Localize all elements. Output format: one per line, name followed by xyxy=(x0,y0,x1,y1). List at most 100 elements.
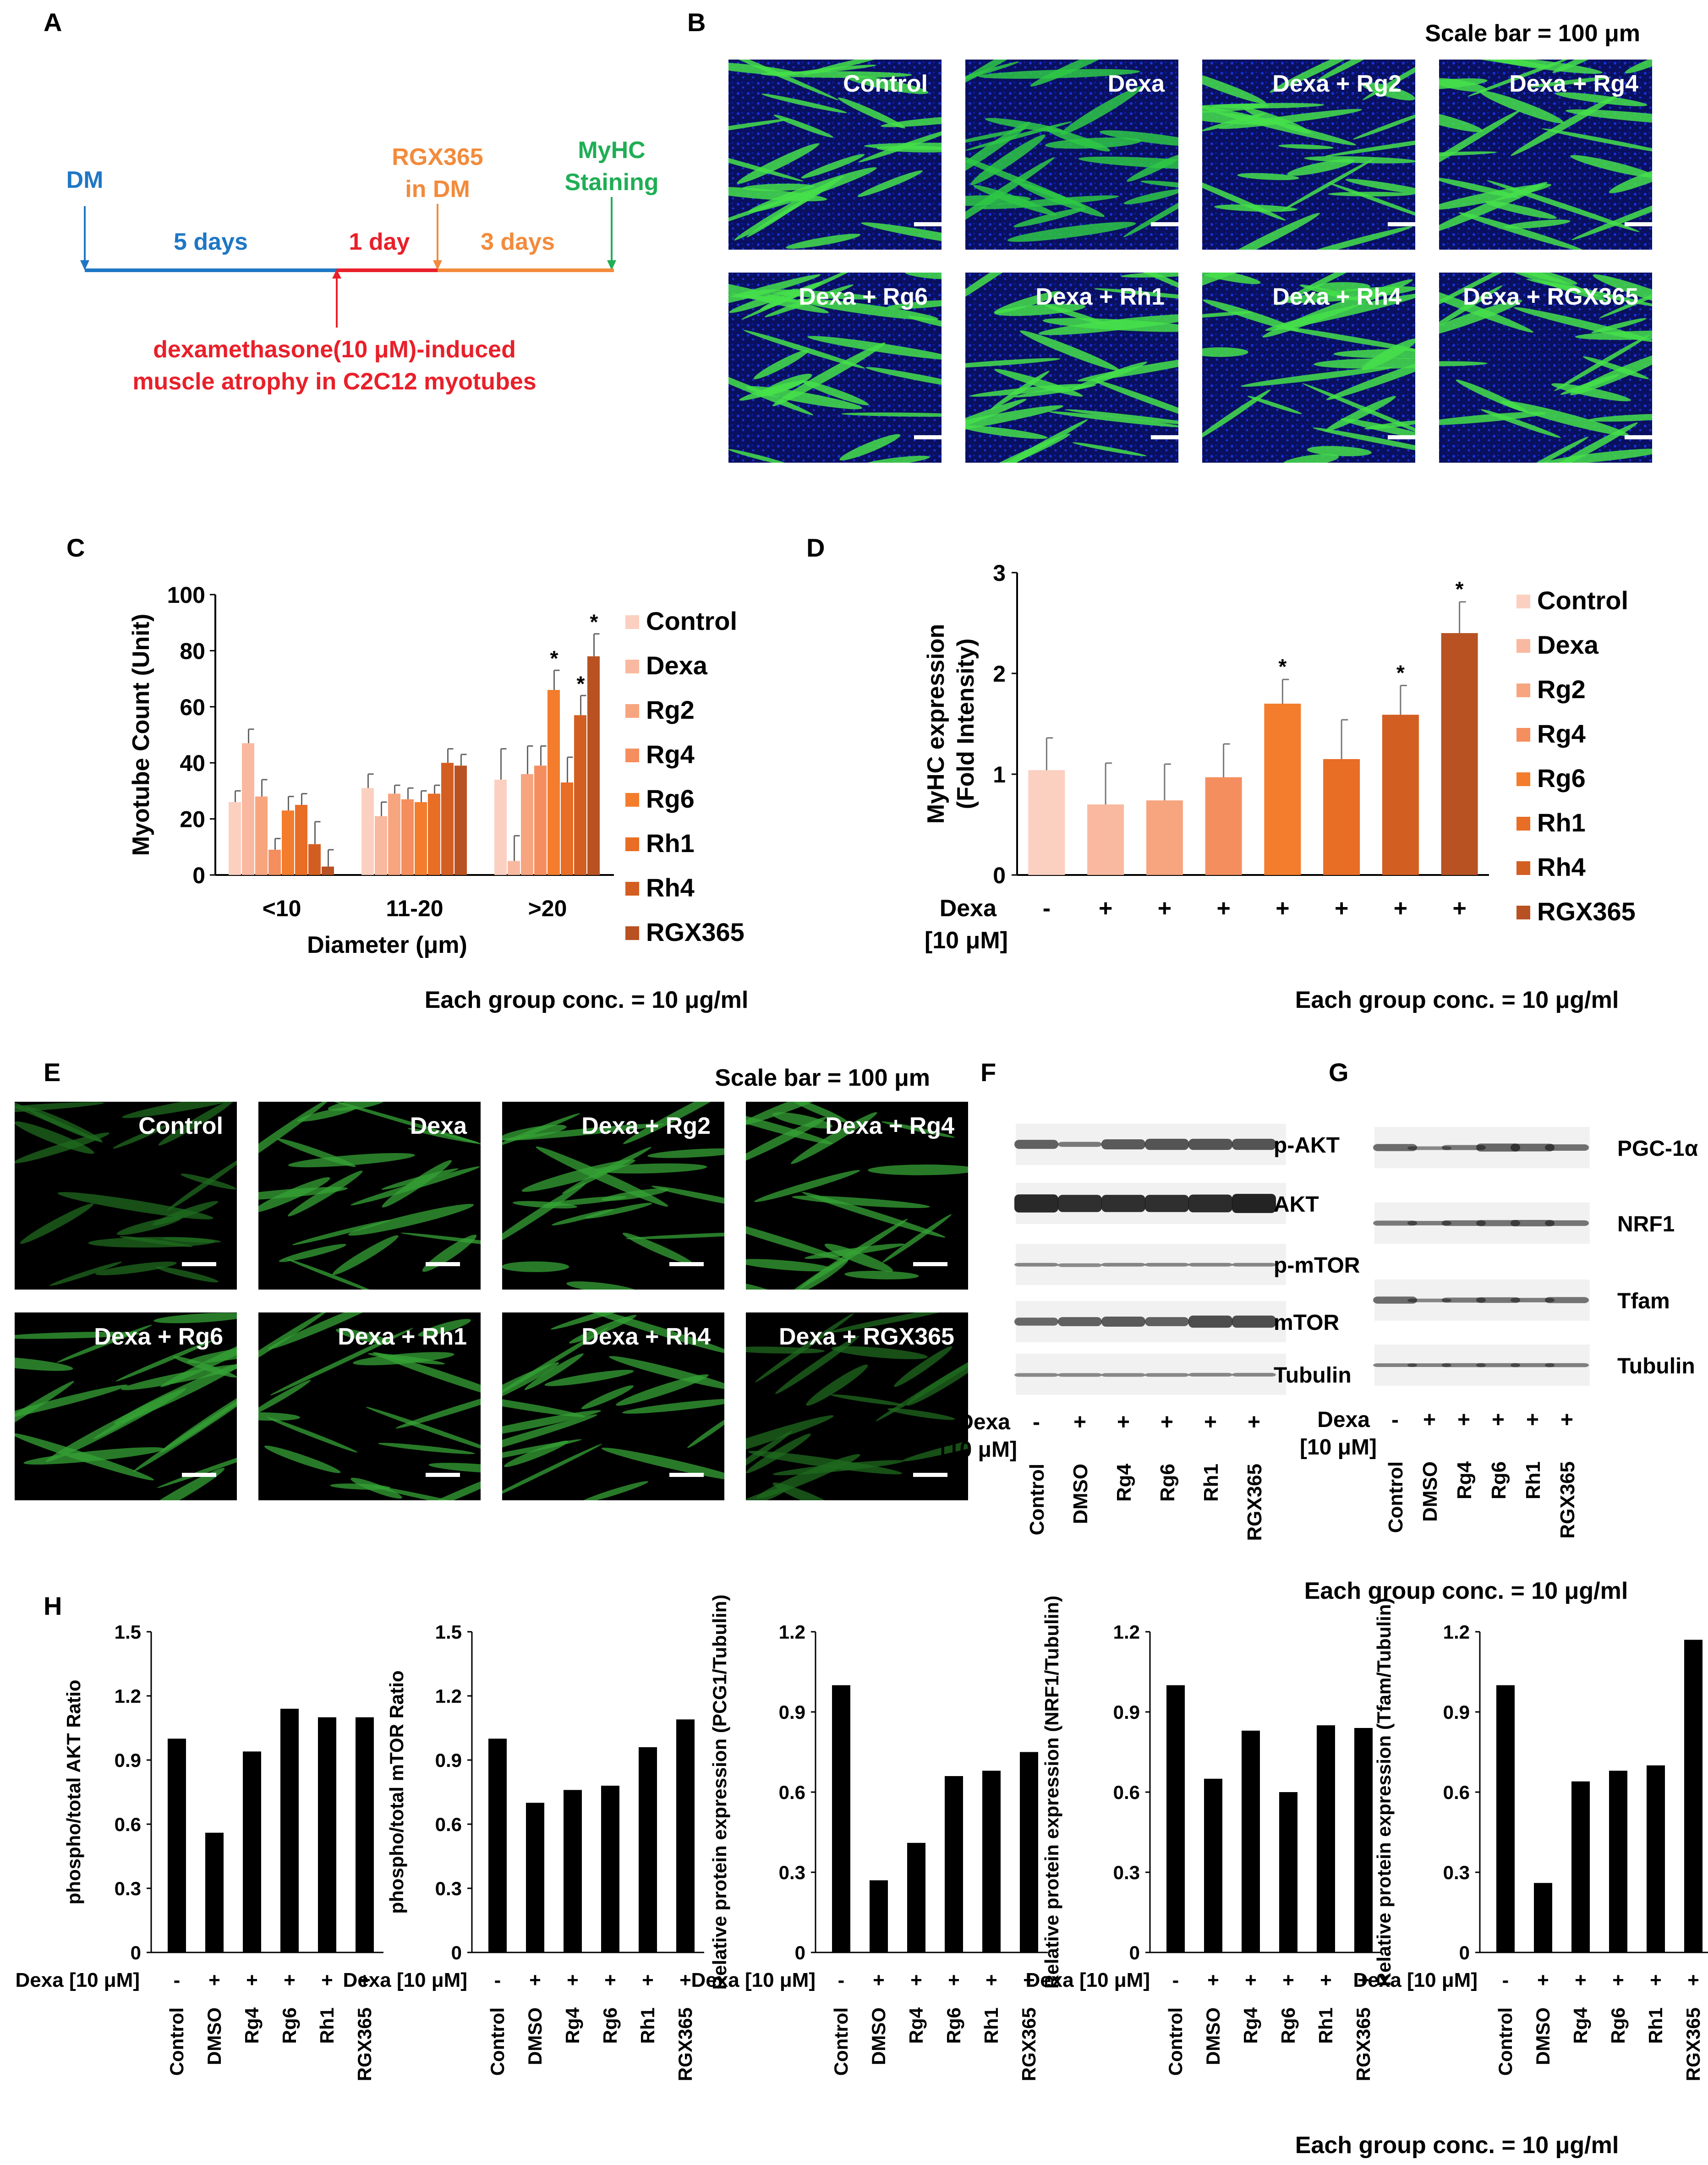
myotube xyxy=(95,1261,177,1275)
bar xyxy=(428,793,440,875)
myotube xyxy=(1202,389,1271,442)
dexa-label: Dexa xyxy=(940,895,997,922)
lane-label: Rg6 xyxy=(1156,1464,1179,1502)
y-tick-label: 0 xyxy=(1459,1942,1470,1963)
blot-band xyxy=(1101,1195,1145,1212)
myotube xyxy=(1439,300,1522,338)
myotube-fibers xyxy=(258,1312,481,1500)
myotube xyxy=(965,195,1031,206)
panel-letter-b: B xyxy=(687,8,706,37)
myotube xyxy=(328,1102,481,1145)
myotube xyxy=(790,1102,848,1123)
myotube xyxy=(1570,350,1652,395)
bar xyxy=(526,1803,544,1952)
panel-d-conc-note: Each group conc. = 10 μg/ml xyxy=(1295,987,1619,1013)
myotube-fibers xyxy=(1439,60,1652,250)
myotube xyxy=(1528,77,1610,87)
myotube xyxy=(1593,274,1652,311)
myotube xyxy=(1439,110,1521,182)
myotube xyxy=(651,1186,724,1210)
myotube xyxy=(990,371,1050,410)
y-tick-label: 0 xyxy=(1129,1942,1140,1963)
myotube xyxy=(1364,420,1415,430)
myotube xyxy=(1575,330,1652,340)
dexa-label: Dexa [10 μM] xyxy=(1026,1969,1150,1991)
myotube xyxy=(114,1363,237,1424)
blot-band xyxy=(1407,1146,1451,1150)
myotube xyxy=(760,373,812,396)
x-axis-title: Diameter (μm) xyxy=(307,932,467,958)
y-tick-label: 0 xyxy=(131,1942,141,1963)
myotube xyxy=(166,1155,237,1211)
micrograph-tile: Dexa + Rg2 xyxy=(1202,60,1422,250)
blot-band xyxy=(1442,1220,1486,1226)
myotube-fibers xyxy=(965,273,1178,463)
myotube xyxy=(994,291,1062,314)
myotube xyxy=(15,1332,141,1339)
myotube xyxy=(524,1353,584,1390)
blot-band xyxy=(1145,1195,1189,1212)
blot-band xyxy=(1145,1373,1189,1377)
myotube xyxy=(502,1182,586,1248)
myotube xyxy=(1096,273,1178,308)
myotube xyxy=(502,1393,586,1417)
blot-band-label: p-AKT xyxy=(1274,1133,1340,1158)
legend-swatch xyxy=(625,749,639,762)
lane-label: RGX365 xyxy=(1556,1461,1579,1539)
myotube xyxy=(1456,379,1529,413)
dexa-sign: + xyxy=(1023,1969,1035,1991)
myotube xyxy=(1100,130,1178,147)
myotube xyxy=(831,1394,904,1406)
bar xyxy=(415,802,427,875)
dexa-sign: - xyxy=(1172,1969,1179,1991)
myotube xyxy=(1571,182,1652,241)
myotube xyxy=(894,1346,953,1387)
dexa-sign: + xyxy=(1073,1410,1086,1434)
bar xyxy=(229,802,241,875)
lane-label: Control xyxy=(487,2007,508,2076)
myotube xyxy=(1439,361,1488,366)
myotube xyxy=(844,1271,919,1279)
lane-label: Rh1 xyxy=(1200,1464,1222,1502)
dexa-sign: - xyxy=(1391,1408,1399,1432)
scale-bar xyxy=(426,1262,460,1266)
scale-bar xyxy=(669,1262,704,1266)
myotube xyxy=(965,150,1085,208)
myotube xyxy=(1512,437,1589,463)
bar xyxy=(282,810,294,875)
myotube xyxy=(904,273,942,279)
scale-bar xyxy=(1151,435,1185,439)
dexa-sign: + xyxy=(1245,1969,1257,1991)
myotube xyxy=(965,425,1048,439)
myotube xyxy=(502,1443,602,1500)
bar xyxy=(280,1709,299,1952)
myotube xyxy=(828,1312,960,1333)
myotube xyxy=(502,1362,559,1414)
blot-band-label: NRF1 xyxy=(1617,1212,1675,1236)
myotube xyxy=(728,449,791,463)
myotube xyxy=(965,157,1055,239)
micrograph-tile: Dexa + RGX365 xyxy=(746,1312,968,1500)
dexa-conc-label: [10 μM] xyxy=(940,1438,1017,1462)
y-tick-label: 0.3 xyxy=(115,1878,141,1899)
myotube xyxy=(761,93,847,113)
bar xyxy=(982,1771,1001,1952)
myotube xyxy=(1202,273,1283,306)
bar xyxy=(1279,1792,1297,1952)
micrograph-label: Control xyxy=(138,1113,223,1139)
blot-band xyxy=(1442,1363,1486,1367)
blot-band xyxy=(1511,1143,1555,1152)
bar xyxy=(295,805,307,875)
bar xyxy=(1020,1752,1038,1952)
micrograph-label: Dexa xyxy=(410,1113,467,1139)
blot-band xyxy=(1476,1143,1520,1152)
myotube xyxy=(881,1121,955,1138)
legend-label: Rg4 xyxy=(646,740,695,769)
panel-c-conc-note: Each group conc. = 10 μg/ml xyxy=(425,987,749,1013)
panel-letter-f: F xyxy=(980,1058,996,1087)
myotube xyxy=(580,1312,724,1355)
micrograph-tile: Dexa + Rh4 xyxy=(502,1312,724,1500)
dexa-sign: + xyxy=(1612,1969,1624,1991)
myotube xyxy=(580,1481,649,1500)
dexa-sign: + xyxy=(321,1969,333,1991)
